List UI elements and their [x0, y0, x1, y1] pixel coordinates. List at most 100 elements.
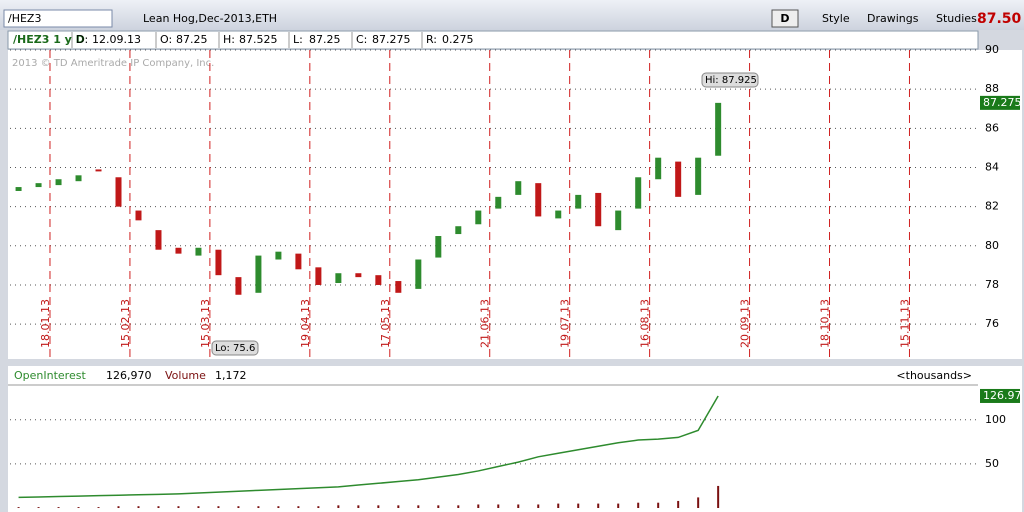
candle — [555, 210, 562, 219]
y-tick-label: 100 — [985, 413, 1006, 426]
volume-bar — [697, 497, 700, 508]
candle — [355, 273, 362, 278]
candle — [55, 179, 62, 186]
field-label: D: — [76, 33, 88, 46]
volume-bar — [297, 506, 300, 508]
price-panel — [8, 50, 978, 359]
legend-value: 1,172 — [215, 369, 247, 382]
volume-bar — [677, 500, 680, 508]
candle — [175, 247, 182, 254]
volume-bar — [657, 502, 660, 508]
volume-bar — [277, 506, 280, 508]
volume-bar — [537, 504, 540, 508]
studies-button[interactable]: Studies — [936, 12, 977, 25]
info-bar — [7, 30, 979, 50]
volume-bar — [557, 503, 560, 508]
y-tick-label: 88 — [985, 82, 999, 95]
volume-panel — [8, 366, 978, 512]
y-tick-label: 78 — [985, 278, 999, 291]
candle — [275, 251, 282, 260]
field-value: 87.25 — [176, 33, 208, 46]
field-label: C: — [356, 33, 367, 46]
x-tick-label: 15.02.13 — [119, 299, 132, 348]
field-label: H: — [223, 33, 235, 46]
candle — [335, 273, 342, 284]
copyright: 2013 © TD Ameritrade IP Company, Inc. — [12, 58, 214, 69]
candle — [15, 187, 22, 191]
period-button[interactable] — [771, 9, 799, 28]
volume-bar — [477, 504, 480, 508]
volume-bar — [197, 506, 200, 508]
volume-bar — [357, 505, 360, 508]
x-tick-label: 20.09.13 — [739, 299, 752, 348]
volume-bar — [437, 505, 440, 508]
volume-bar — [97, 507, 100, 508]
candle — [395, 281, 402, 293]
x-tick-label: 21.06.13 — [479, 299, 492, 348]
volume-bar — [217, 506, 220, 508]
legend-name: OpenInterest — [14, 369, 86, 382]
price-tag-text: 87.275 — [983, 96, 1022, 109]
volume-bar — [137, 506, 140, 508]
candle — [235, 277, 242, 295]
volume-bar — [457, 505, 460, 508]
field-value: 12.09.13 — [92, 33, 141, 46]
price-tag — [980, 95, 1020, 110]
y-tick-label: 76 — [985, 317, 999, 330]
style-button[interactable]: Style — [822, 12, 850, 25]
x-tick-label: 19.07.13 — [559, 299, 572, 348]
volume-bar — [577, 503, 580, 508]
legend-name: Volume — [165, 369, 206, 382]
candle — [375, 275, 382, 285]
last-price: 87.50 — [977, 11, 1022, 27]
candle — [655, 157, 662, 180]
field-value: 87.275 — [372, 33, 411, 46]
candle — [615, 210, 622, 231]
candle — [635, 177, 642, 209]
candle — [215, 249, 222, 276]
candle — [35, 183, 42, 188]
candle — [155, 230, 162, 250]
unit-note: <thousands> — [896, 369, 972, 382]
y-tick-label: 90 — [985, 43, 999, 56]
volume-axis — [978, 366, 1022, 512]
volume-bar — [57, 507, 60, 508]
hi-box — [701, 72, 759, 88]
candle — [75, 175, 82, 182]
price-tag-text: 126.97 — [983, 389, 1022, 402]
x-tick-label: 18.01.13 — [39, 299, 52, 348]
volume-bar — [257, 506, 260, 508]
volume-bar — [37, 507, 40, 508]
candle — [195, 247, 202, 256]
volume-bar — [417, 505, 420, 508]
toolbar — [0, 0, 1024, 30]
volume-bar — [717, 485, 720, 508]
legend-value: 126,970 — [106, 369, 152, 382]
lo-note: Lo: 75.6 — [215, 343, 255, 354]
candle — [135, 210, 142, 221]
x-tick-label: 18.10.13 — [819, 299, 832, 348]
symbol-box[interactable] — [3, 9, 113, 28]
y-tick-label: 50 — [985, 457, 999, 470]
hi-note: Hi: 87.925 — [705, 75, 757, 86]
candle — [435, 236, 442, 258]
volume-bar — [317, 506, 320, 508]
candle — [115, 177, 122, 207]
oi-line — [18, 395, 719, 499]
field-value: 87.525 — [239, 33, 278, 46]
field-label: R: — [426, 33, 437, 46]
x-tick-label: 16.08.13 — [639, 299, 652, 348]
candle — [495, 196, 502, 209]
y-tick-label: 82 — [985, 200, 999, 213]
drawings-button[interactable]: Drawings — [867, 12, 919, 25]
volume-bar — [497, 504, 500, 508]
volume-bar — [517, 504, 520, 508]
candle — [535, 183, 542, 217]
volume-bar — [597, 503, 600, 508]
volume-bar — [617, 503, 620, 508]
x-tick-label: 15.03.13 — [199, 299, 212, 348]
period[interactable]: D — [780, 12, 789, 25]
volume-bar — [117, 506, 120, 508]
